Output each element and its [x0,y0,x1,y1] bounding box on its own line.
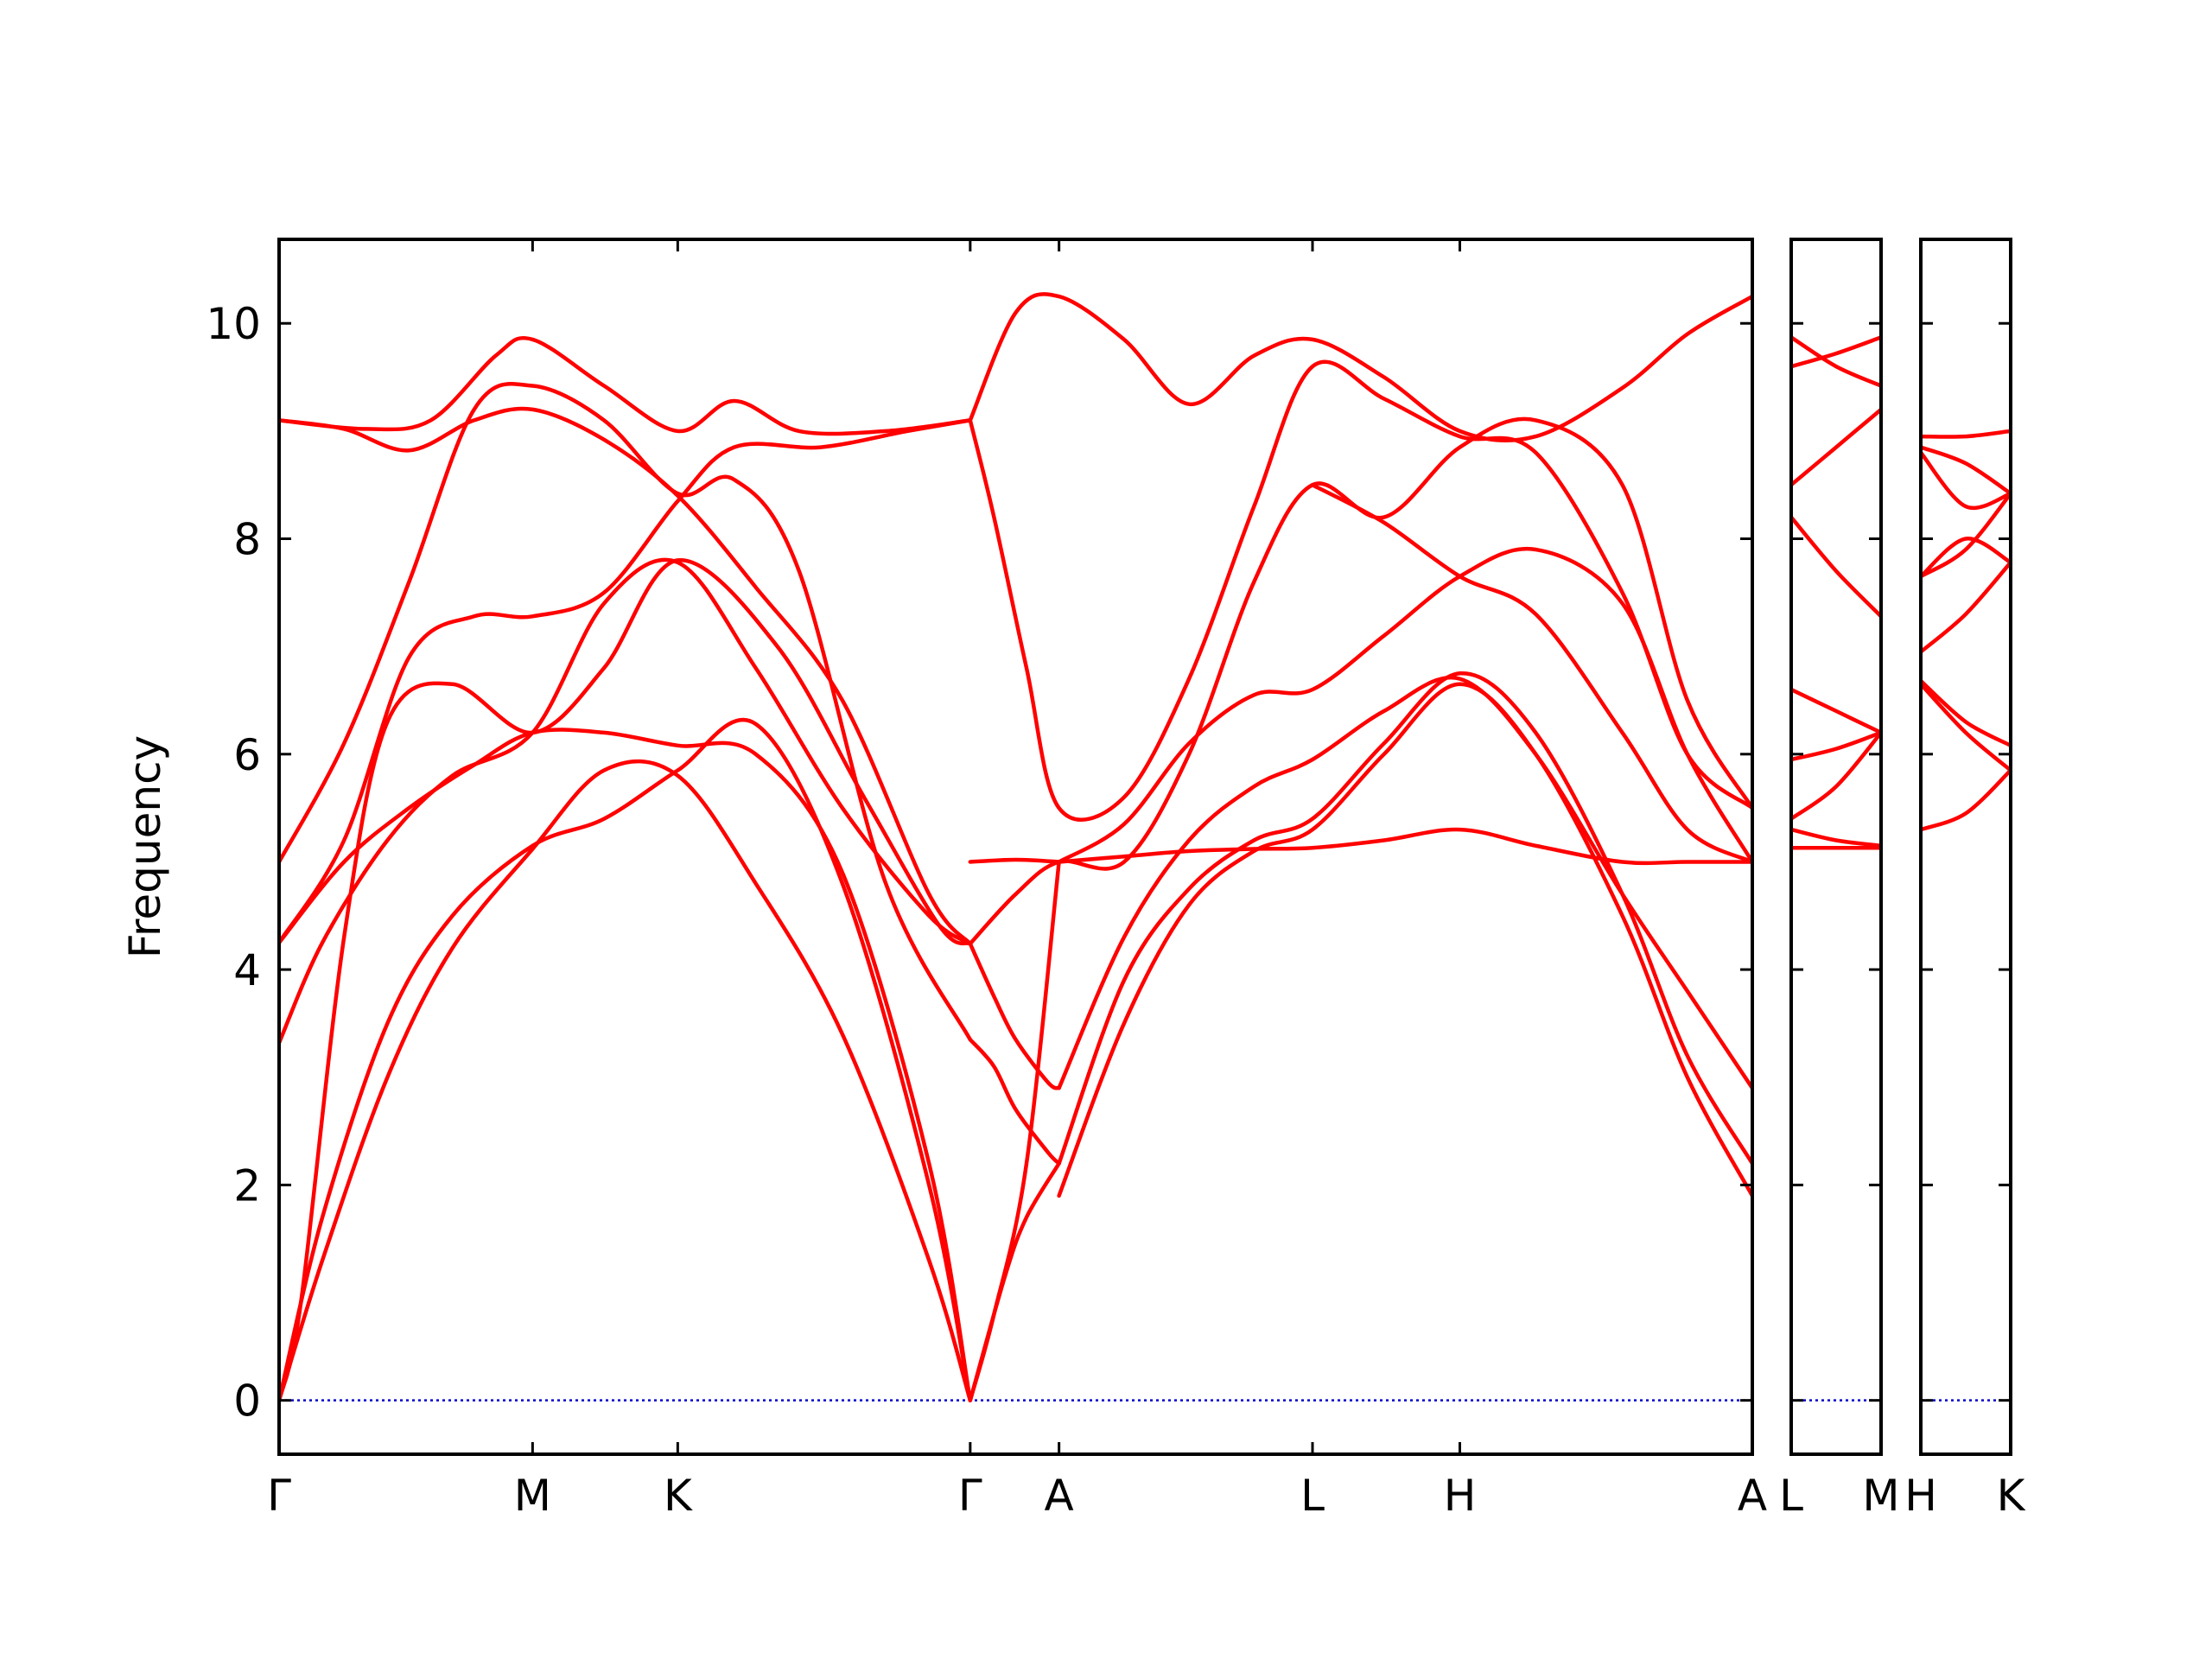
band-line [279,557,973,1046]
band-line [279,717,973,1402]
band-line [1921,560,2011,654]
panel-frame [277,238,1754,1456]
x-tick-label: A [1738,1471,1767,1521]
y-tick-label: 10 [206,299,261,349]
x-tick-label: L [1779,1471,1803,1521]
band-line [968,857,1061,864]
band-line [1791,730,1881,762]
band-line [1921,445,2011,496]
band-line [968,416,1752,946]
x-tick-label: L [1300,1471,1325,1521]
band-line [279,759,973,1402]
band-line [1791,515,1881,619]
band-line [1057,827,1752,866]
panel-frame [1919,238,2012,1456]
band-line [1921,682,2011,772]
band-line [1921,491,2011,579]
band-line [279,406,973,946]
x-tick-label: K [1997,1471,2026,1521]
x-tick-label: Γ [267,1471,291,1521]
x-tick-label: K [664,1471,693,1521]
band-line [1791,687,1881,735]
band-line [1791,335,1881,369]
band-line [1791,407,1881,487]
band-line [1791,335,1881,388]
x-tick-label: A [1045,1471,1074,1521]
band-line [1921,768,2011,832]
band-line [1921,450,2011,511]
band-line [968,1037,1061,1166]
band-line [1310,482,1752,864]
panel-frame [1789,238,1883,1456]
bands [1921,429,2011,832]
band-line [1791,827,1881,849]
band-line [1057,671,1752,1166]
x-tick-label: H [1904,1471,1937,1521]
band-line [968,941,1061,1090]
x-tick-label: H [1444,1471,1477,1521]
band-line [279,728,973,1402]
x-tick-label: Γ [958,1471,982,1521]
band-line [1921,678,2011,748]
y-tick-label: 2 [233,1160,261,1211]
x-tick-label: M [1862,1471,1899,1521]
bands [279,292,1752,1402]
band-line [279,382,973,1042]
band-line [968,1161,1061,1402]
band-line [1057,675,1752,1090]
band-line [1791,730,1881,821]
band-line [279,335,973,436]
y-tick-label: 6 [233,730,261,780]
band-line [1921,537,2011,579]
band-line [968,359,1752,822]
y-tick-labels: 0 2 4 6 8 10 [206,299,261,1426]
band-line [1921,429,2011,439]
band-line [279,418,973,945]
band-line [1057,682,1752,1198]
band-line [968,292,1752,443]
bands [1791,335,1881,850]
y-tick-label: 8 [233,515,261,565]
y-tick-label: 4 [233,945,261,995]
band-line [968,860,1061,1402]
x-tick-label: M [514,1471,551,1521]
y-axis-label: Frequency [120,735,170,958]
y-tick-label: 0 [233,1376,261,1427]
band-line [279,558,973,1402]
band-line [1057,546,1752,864]
